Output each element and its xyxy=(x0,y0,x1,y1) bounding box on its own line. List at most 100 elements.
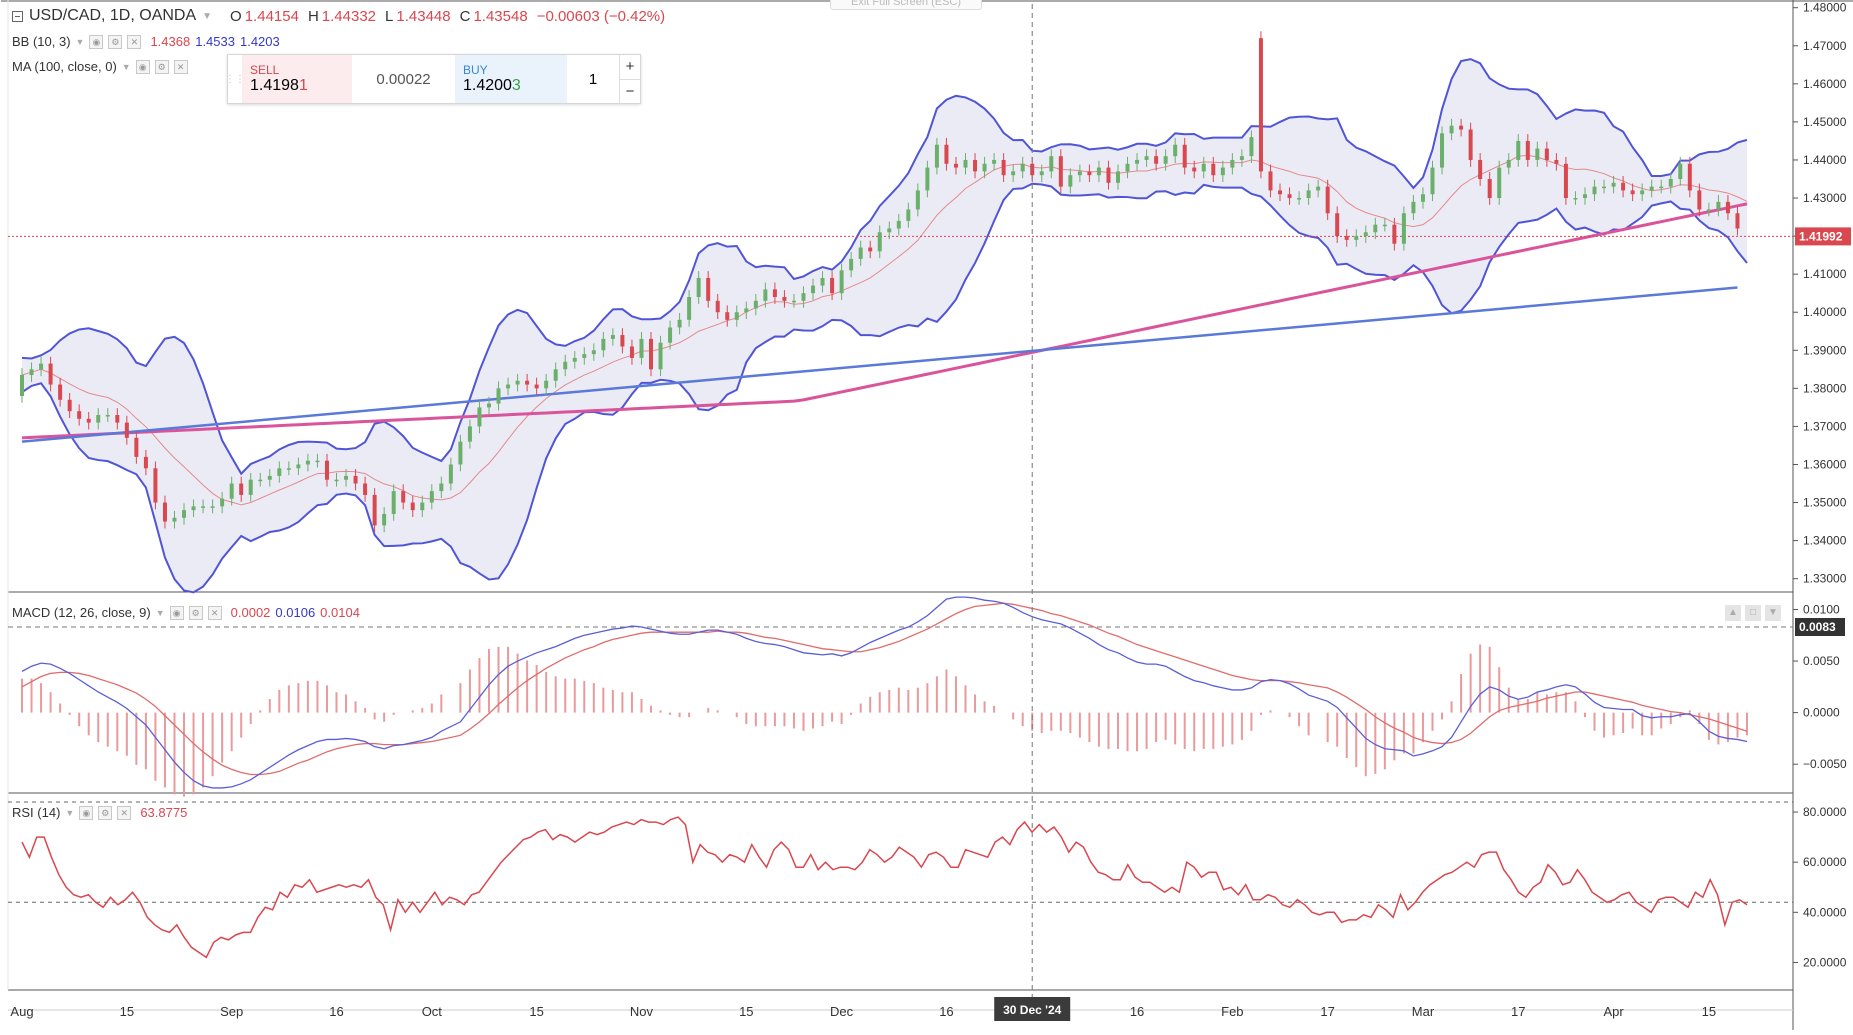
candle-body xyxy=(1573,198,1578,200)
candle-body xyxy=(1678,163,1683,179)
candle-body xyxy=(1354,236,1359,240)
x-tick-label: 15 xyxy=(120,1004,134,1019)
bb-legend: BB (10, 3) ▼ ◉ ⚙ ✕ 1.4368 1.4533 1.4203 xyxy=(12,34,280,49)
y-tick-label: 0.0050 xyxy=(1803,654,1840,668)
chevron-down-icon[interactable]: ▼ xyxy=(155,607,165,618)
candle-body xyxy=(1440,133,1445,168)
candle-body xyxy=(629,346,634,358)
gear-icon[interactable]: ⚙ xyxy=(154,59,169,74)
y-tick-label: 1.44000 xyxy=(1803,153,1847,167)
macd-level-tag xyxy=(1795,618,1845,637)
candle-body xyxy=(887,228,892,233)
candle-body xyxy=(1535,148,1540,160)
candle-body xyxy=(467,426,472,442)
candle-body xyxy=(1706,209,1711,211)
chevron-down-icon[interactable]: ▼ xyxy=(65,807,75,818)
candle-body xyxy=(1487,179,1492,199)
x-tick-label: Feb xyxy=(1221,1004,1243,1019)
candle-body xyxy=(1335,213,1340,237)
candle-body xyxy=(1430,167,1435,195)
candle-body xyxy=(420,502,425,511)
candle-body xyxy=(1659,186,1664,189)
y-tick-label: 1.41000 xyxy=(1803,267,1847,281)
sell-button[interactable]: SELL 1.41981 xyxy=(242,55,353,103)
eye-icon[interactable]: ◉ xyxy=(169,605,184,620)
rsi-label[interactable]: RSI (14) xyxy=(12,805,61,820)
candle-body xyxy=(601,338,606,351)
x-tick-label: Aug xyxy=(10,1004,33,1019)
candle-body xyxy=(1201,163,1206,172)
buy-button[interactable]: BUY 1.42003 xyxy=(454,55,567,103)
ohlc-open-label: O xyxy=(230,7,242,25)
quantity-field[interactable]: 1 xyxy=(588,70,598,88)
bb-label[interactable]: BB (10, 3) xyxy=(12,34,71,49)
pane-maximize-icon[interactable]: □ xyxy=(1745,605,1761,621)
gear-icon[interactable]: ⚙ xyxy=(188,605,203,620)
y-tick-label: 1.39000 xyxy=(1803,343,1847,357)
pane-up-icon[interactable]: ▲ xyxy=(1725,605,1741,621)
candle-body xyxy=(1478,159,1483,179)
ohlc-low-value: 1.43448 xyxy=(396,7,451,25)
close-icon[interactable]: ✕ xyxy=(127,34,142,49)
candle-body xyxy=(1058,156,1063,187)
candle-body xyxy=(696,277,701,297)
chevron-down-icon[interactable]: ▼ xyxy=(121,61,131,72)
collapse-icon[interactable] xyxy=(12,10,23,22)
candle-body xyxy=(649,338,654,370)
candle-body xyxy=(29,369,34,376)
macd-signal-line xyxy=(21,602,1748,776)
candle-body xyxy=(620,335,625,347)
quantity-decrease-button[interactable]: − xyxy=(620,78,641,104)
quantity-increase-button[interactable]: + xyxy=(625,58,635,76)
candle-body xyxy=(1268,171,1273,191)
candle-body xyxy=(372,494,377,526)
close-icon[interactable]: ✕ xyxy=(117,805,132,820)
candle-body xyxy=(296,464,301,469)
candle-body xyxy=(506,384,511,389)
eye-icon[interactable]: ◉ xyxy=(79,805,94,820)
candle-body xyxy=(896,220,901,229)
bb-value-basis: 1.4368 xyxy=(150,34,191,49)
symbol-title[interactable]: USD/CAD, 1D, OANDA xyxy=(29,7,197,24)
exit-fullscreen-button[interactable]: Exit Full Screen (ESC) xyxy=(830,0,982,10)
y-tick-label: 0.0000 xyxy=(1803,706,1840,720)
chevron-down-icon[interactable]: ▼ xyxy=(75,36,85,47)
trade-panel: ⋮⋮ SELL 1.41981 0.00022 BUY 1.42003 1 + … xyxy=(225,54,641,104)
candle-body xyxy=(477,407,482,427)
eye-icon[interactable]: ◉ xyxy=(89,34,104,49)
x-tick-label: Oct xyxy=(422,1004,443,1019)
candle-body xyxy=(639,338,644,358)
sell-label: SELL xyxy=(250,63,280,77)
ma-legend: MA (100, close, 0) ▼ ◉ ⚙ ✕ xyxy=(12,59,188,74)
eye-icon[interactable]: ◉ xyxy=(135,59,150,74)
pane-down-icon[interactable]: ▼ xyxy=(1765,605,1781,621)
candle-body xyxy=(1325,186,1330,214)
ohlc-high-label: H xyxy=(307,7,319,25)
candle-body xyxy=(258,479,263,482)
candle-body xyxy=(305,460,310,465)
gear-icon[interactable]: ⚙ xyxy=(98,805,113,820)
ma-label[interactable]: MA (100, close, 0) xyxy=(12,59,117,74)
x-tick-label: 30 Dec '24 xyxy=(1003,1003,1062,1017)
bollinger-band-fill xyxy=(22,59,1747,593)
candle-body xyxy=(1039,171,1044,176)
drag-handle-icon[interactable]: ⋮⋮ xyxy=(225,73,245,85)
candle-body xyxy=(1544,148,1549,160)
close-icon[interactable]: ✕ xyxy=(207,605,222,620)
x-tick-label: 17 xyxy=(1511,1004,1525,1019)
close-icon[interactable]: ✕ xyxy=(173,59,188,74)
gear-icon[interactable]: ⚙ xyxy=(108,34,123,49)
macd-value-signal: 0.0104 xyxy=(320,605,360,620)
chevron-down-icon[interactable]: ▼ xyxy=(202,10,213,22)
candle-body xyxy=(973,159,978,172)
candle-body xyxy=(1373,224,1378,233)
y-tick-label: 1.43000 xyxy=(1803,191,1847,205)
macd-level-label: 0.0083 xyxy=(1799,620,1836,634)
macd-label[interactable]: MACD (12, 26, close, 9) xyxy=(12,605,151,620)
candle-body xyxy=(458,441,463,465)
candle-body xyxy=(1611,182,1616,187)
candle-body xyxy=(1297,198,1302,200)
candle-body xyxy=(1382,224,1387,227)
